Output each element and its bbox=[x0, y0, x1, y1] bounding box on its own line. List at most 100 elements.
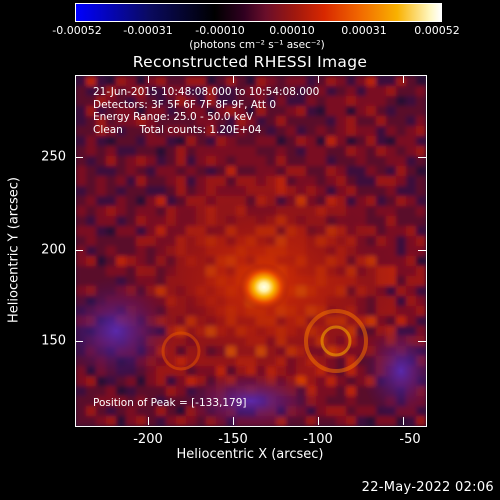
image-pixel bbox=[346, 86, 356, 96]
image-pixel bbox=[96, 186, 106, 196]
image-pixel bbox=[386, 146, 396, 156]
image-pixel bbox=[76, 196, 86, 206]
image-pixel bbox=[206, 166, 216, 176]
image-pixel bbox=[96, 96, 106, 106]
image-pixel bbox=[336, 86, 346, 96]
image-pixel bbox=[196, 126, 206, 136]
image-pixel bbox=[136, 126, 146, 136]
image-pixel bbox=[406, 296, 416, 306]
image-pixel bbox=[156, 176, 166, 186]
image-pixel bbox=[376, 216, 386, 226]
image-pixel bbox=[96, 76, 106, 86]
image-pixel bbox=[146, 116, 156, 126]
image-pixel bbox=[126, 106, 136, 116]
image-pixel bbox=[146, 226, 156, 236]
colorbar-tick-label: -0.00052 bbox=[52, 24, 102, 37]
image-pixel bbox=[196, 96, 206, 106]
image-pixel bbox=[406, 416, 416, 426]
image-pixel bbox=[86, 206, 96, 216]
image-pixel bbox=[416, 286, 426, 296]
image-pixel bbox=[356, 166, 366, 176]
x-tick-mark bbox=[233, 75, 234, 83]
image-pixel bbox=[116, 196, 126, 206]
image-pixel bbox=[386, 236, 396, 246]
image-pixel bbox=[406, 76, 416, 86]
image-pixel bbox=[226, 176, 236, 186]
image-pixel bbox=[176, 86, 186, 96]
y-tick-mark bbox=[418, 157, 426, 158]
image-pixel bbox=[276, 106, 286, 116]
image-pixel bbox=[86, 396, 96, 406]
image-pixel bbox=[116, 266, 126, 276]
image-pixel bbox=[396, 266, 406, 276]
image-pixel bbox=[146, 86, 156, 96]
image-pixel bbox=[246, 146, 256, 156]
image-pixel bbox=[106, 386, 116, 396]
image-pixel bbox=[316, 376, 326, 386]
image-pixel bbox=[166, 156, 176, 166]
time-range-text: 21-Jun-2015 10:48:08.000 to 10:54:08.000 bbox=[93, 86, 320, 98]
image-pixel bbox=[86, 166, 96, 176]
image-pixel bbox=[186, 116, 196, 126]
image-pixel bbox=[236, 146, 246, 156]
image-pixel bbox=[126, 186, 136, 196]
image-pixel bbox=[116, 416, 126, 426]
image-pixel bbox=[76, 156, 86, 166]
image-pixel bbox=[286, 156, 296, 166]
image-pixel bbox=[356, 196, 366, 206]
image-pixel bbox=[306, 136, 316, 146]
x-axis-label: Heliocentric X (arcsec) bbox=[176, 447, 324, 462]
image-pixel bbox=[136, 106, 146, 116]
image-pixel bbox=[196, 186, 206, 196]
image-pixel bbox=[416, 196, 426, 206]
peak-core bbox=[238, 263, 290, 311]
image-pixel bbox=[116, 146, 126, 156]
image-pixel bbox=[336, 356, 346, 366]
image-pixel bbox=[136, 376, 146, 386]
image-pixel bbox=[346, 376, 356, 386]
image-pixel bbox=[176, 136, 186, 146]
image-pixel bbox=[266, 86, 276, 96]
image-pixel bbox=[96, 166, 106, 176]
image-pixel bbox=[286, 146, 296, 156]
image-pixel bbox=[236, 106, 246, 116]
image-pixel bbox=[296, 146, 306, 156]
image-pixel bbox=[196, 76, 206, 86]
image-pixel bbox=[86, 236, 96, 246]
x-tick-label: -100 bbox=[303, 432, 333, 447]
image-pixel bbox=[286, 106, 296, 116]
image-pixel bbox=[116, 136, 126, 146]
image-pixel bbox=[386, 166, 396, 176]
image-pixel bbox=[186, 136, 196, 146]
image-pixel bbox=[146, 156, 156, 166]
image-pixel bbox=[126, 226, 136, 236]
image-pixel bbox=[166, 86, 176, 96]
image-pixel bbox=[406, 116, 416, 126]
image-pixel bbox=[356, 96, 366, 106]
image-pixel bbox=[366, 96, 376, 106]
image-pixel bbox=[76, 176, 86, 186]
image-pixel bbox=[96, 246, 106, 256]
image-pixel bbox=[356, 396, 366, 406]
image-pixel bbox=[236, 96, 246, 106]
image-pixel bbox=[386, 186, 396, 196]
image-pixel bbox=[406, 86, 416, 96]
image-pixel bbox=[326, 386, 336, 396]
image-pixel bbox=[116, 126, 126, 136]
image-pixel bbox=[226, 156, 236, 166]
image-pixel bbox=[396, 146, 406, 156]
image-pixel bbox=[126, 256, 136, 266]
image-pixel bbox=[366, 76, 376, 86]
emission-ring bbox=[304, 309, 368, 373]
image-pixel bbox=[176, 176, 186, 186]
image-pixel bbox=[136, 216, 146, 226]
image-pixel bbox=[396, 236, 406, 246]
image-pixel bbox=[116, 166, 126, 176]
image-pixel bbox=[416, 156, 426, 166]
image-pixel bbox=[106, 236, 116, 246]
purple-region bbox=[181, 371, 321, 426]
image-pixel bbox=[126, 116, 136, 126]
image-pixel bbox=[346, 146, 356, 156]
image-pixel bbox=[126, 386, 136, 396]
image-pixel bbox=[366, 106, 376, 116]
